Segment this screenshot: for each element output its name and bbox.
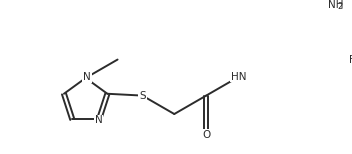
Text: F: F [349, 55, 352, 65]
Text: 2: 2 [338, 2, 343, 11]
Text: N: N [83, 72, 91, 82]
Text: S: S [139, 91, 146, 101]
Text: NH: NH [328, 0, 343, 10]
Text: O: O [202, 130, 210, 140]
Text: N: N [95, 116, 102, 126]
Text: HN: HN [231, 72, 246, 82]
